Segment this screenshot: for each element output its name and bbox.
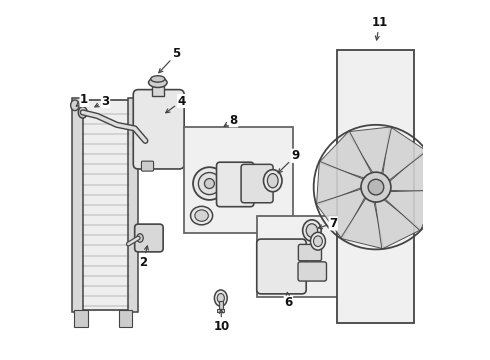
Text: 7: 7 (318, 217, 337, 230)
Polygon shape (316, 188, 367, 239)
Polygon shape (375, 197, 422, 249)
Ellipse shape (195, 210, 208, 221)
Polygon shape (347, 127, 392, 177)
Bar (128, 98, 138, 312)
Text: 10: 10 (214, 309, 230, 333)
Bar (184, 127, 294, 233)
Ellipse shape (215, 290, 227, 306)
Polygon shape (341, 195, 384, 249)
Polygon shape (382, 190, 438, 231)
Bar (257, 216, 342, 297)
Ellipse shape (78, 107, 87, 118)
Bar (81, 100, 129, 310)
FancyBboxPatch shape (135, 224, 163, 252)
Text: 2: 2 (140, 246, 148, 269)
Ellipse shape (151, 76, 165, 82)
Text: 5: 5 (159, 47, 181, 73)
Ellipse shape (198, 172, 220, 195)
Bar (219, 301, 222, 310)
Polygon shape (318, 131, 373, 179)
Circle shape (361, 172, 391, 202)
Bar (119, 310, 132, 327)
FancyBboxPatch shape (298, 244, 321, 261)
Polygon shape (387, 149, 438, 192)
Text: 1: 1 (76, 94, 88, 107)
Bar (337, 50, 415, 323)
Ellipse shape (314, 236, 322, 247)
Text: 3: 3 (95, 95, 110, 108)
Ellipse shape (148, 77, 167, 87)
FancyBboxPatch shape (241, 165, 273, 203)
Ellipse shape (264, 170, 282, 192)
Ellipse shape (217, 293, 224, 303)
FancyBboxPatch shape (257, 239, 306, 294)
Ellipse shape (204, 179, 215, 189)
Bar (72, 98, 83, 312)
Ellipse shape (303, 220, 321, 241)
Text: 8: 8 (224, 114, 238, 127)
FancyBboxPatch shape (217, 162, 254, 207)
Ellipse shape (193, 167, 226, 200)
Polygon shape (317, 161, 367, 206)
Bar (217, 309, 224, 312)
Bar (74, 310, 88, 327)
Ellipse shape (137, 234, 143, 242)
Ellipse shape (71, 100, 79, 111)
FancyBboxPatch shape (142, 161, 153, 171)
Circle shape (368, 179, 384, 195)
Bar (152, 86, 164, 96)
Ellipse shape (306, 224, 318, 237)
Polygon shape (382, 126, 427, 183)
Ellipse shape (191, 206, 213, 225)
FancyBboxPatch shape (298, 262, 326, 281)
Ellipse shape (268, 174, 278, 188)
FancyBboxPatch shape (133, 90, 184, 169)
Text: 11: 11 (371, 16, 388, 40)
Text: 4: 4 (166, 95, 186, 113)
Text: 6: 6 (284, 292, 293, 309)
Ellipse shape (311, 232, 325, 250)
Text: 9: 9 (278, 149, 300, 173)
